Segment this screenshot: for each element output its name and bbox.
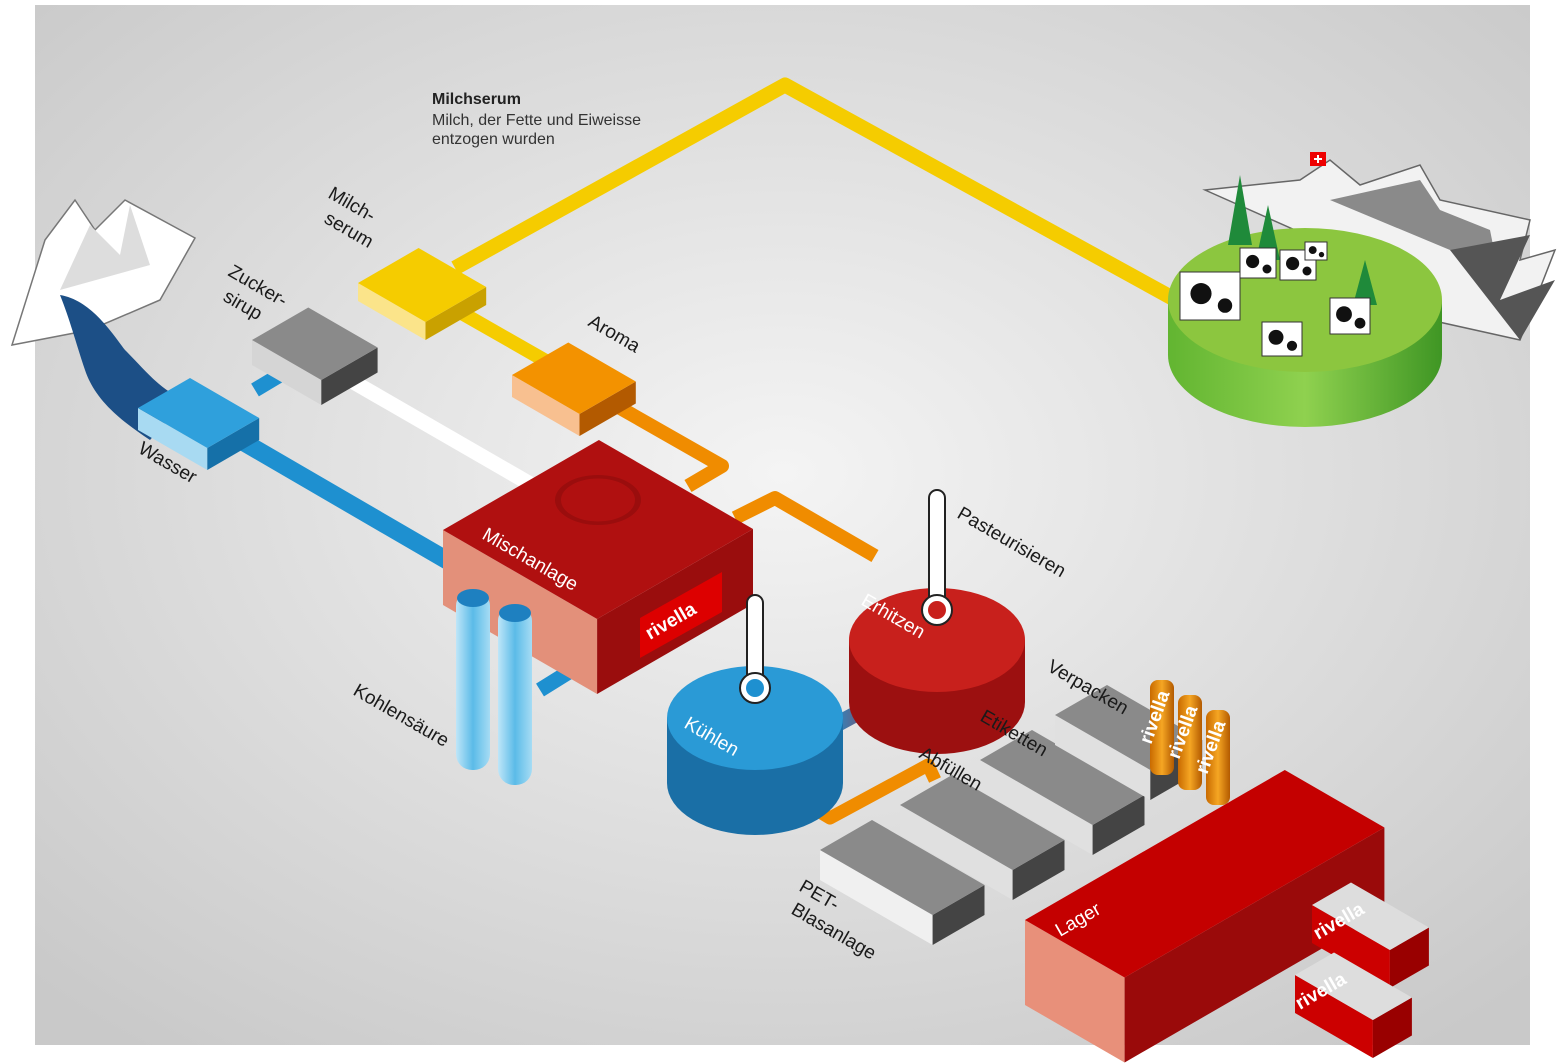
cow-spot	[1263, 265, 1272, 274]
diagram: Milchserum Milch, der Fette und Eiweisse e…	[0, 0, 1557, 1064]
thermometer-bulb	[746, 679, 764, 697]
co2-tube	[498, 605, 532, 785]
cow-spot	[1336, 306, 1352, 322]
page: Milchserum Milch, der Fette und Eiweisse e…	[0, 0, 1557, 1064]
thermometer-bulb	[928, 601, 946, 619]
co2-top	[499, 604, 531, 622]
cow-spot	[1218, 298, 1232, 312]
cow-spot	[1319, 252, 1324, 257]
cow-spot	[1286, 257, 1299, 270]
cow-spot	[1269, 330, 1284, 345]
co2-tube	[456, 590, 490, 770]
cow-spot	[1287, 341, 1297, 351]
thermometer	[929, 490, 945, 610]
cow-spot	[1309, 246, 1317, 254]
cow-spot	[1355, 318, 1366, 329]
cow-spot	[1246, 255, 1259, 268]
annotation-line: Milch, der Fette und Eiweisse	[432, 112, 641, 129]
annotation-line: entzogen wurden	[432, 131, 555, 148]
annotation-title: Milchserum	[432, 91, 521, 108]
cow-spot	[1303, 267, 1312, 276]
co2-top	[457, 589, 489, 607]
cow-spot	[1190, 283, 1211, 304]
